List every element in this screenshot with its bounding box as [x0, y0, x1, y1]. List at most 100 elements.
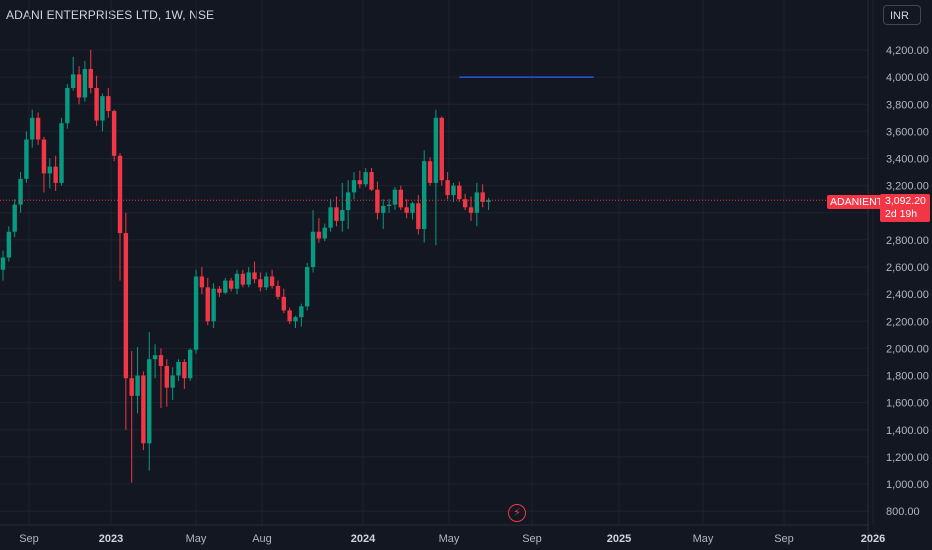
candle-body — [416, 203, 421, 230]
candle-body — [182, 361, 187, 379]
candle-body — [94, 87, 99, 121]
candle-body — [369, 172, 374, 190]
candle-body — [258, 279, 263, 288]
candle-body — [53, 166, 58, 183]
horizontal-line[interactable] — [0, 76, 868, 201]
candle-body — [474, 192, 480, 213]
candle-body — [246, 272, 251, 285]
chart-title: ADANI ENTERPRISES LTD, 1W, NSE — [6, 8, 215, 22]
candle-body — [100, 96, 105, 121]
candle-body — [340, 210, 345, 221]
candle-body — [275, 285, 281, 297]
candle-body — [345, 192, 351, 211]
candle-body — [41, 139, 47, 174]
price-tick-label: 2,800.00 — [886, 235, 929, 247]
candle-body — [123, 233, 129, 379]
time-tick-label: May — [439, 533, 460, 545]
time-tick-label: Aug — [252, 533, 272, 545]
candle-body — [305, 267, 310, 307]
candle-body — [106, 96, 111, 112]
price-tick-label: 2,200.00 — [886, 316, 929, 328]
candle-body — [141, 375, 146, 444]
candle-body — [357, 180, 363, 185]
candle-body — [422, 161, 427, 230]
candle-body — [193, 276, 199, 350]
candle-body — [111, 111, 117, 156]
candle-body — [462, 199, 468, 208]
candle-body — [35, 117, 41, 140]
candle-body — [88, 68, 93, 88]
price-tick-label: 3,800.00 — [886, 99, 929, 111]
candle-body — [117, 155, 123, 234]
candle-body — [351, 180, 357, 193]
candle-body — [269, 276, 275, 286]
candle-body — [287, 310, 292, 322]
candles — [0, 50, 491, 483]
candle-body — [205, 287, 210, 322]
time-tick-label: May — [693, 533, 714, 545]
currency-button[interactable]: INR — [883, 5, 921, 25]
candle-body — [164, 366, 169, 388]
candle-body — [147, 359, 152, 444]
candle-body — [18, 178, 23, 205]
time-tick-label: Sep — [774, 533, 794, 545]
candle-body — [375, 189, 380, 213]
candle-body — [451, 185, 456, 196]
candle-body — [176, 361, 181, 376]
candle-body — [264, 276, 269, 288]
candle-body — [328, 207, 333, 228]
time-tick-label: Sep — [19, 533, 39, 545]
candle-body — [188, 349, 193, 379]
last-price-ticker: ADANIENT — [827, 195, 887, 209]
candle-body — [152, 355, 158, 360]
time-scale[interactable]: Sep 2023 May Aug 2024 May Sep 2025 May Sep 2026 — [0, 524, 885, 545]
price-tick-label: 1,400.00 — [886, 425, 929, 437]
price-tick-label: 2,600.00 — [886, 262, 929, 274]
candle-body — [71, 74, 76, 88]
candle-body — [386, 204, 392, 206]
candle-body — [363, 172, 368, 185]
candle-body — [457, 185, 462, 200]
time-tick-label: 2023 — [99, 533, 123, 545]
candle-body — [322, 227, 327, 239]
price-tick-label: 4,000.00 — [886, 72, 929, 84]
candle-body — [59, 123, 64, 183]
price-scale[interactable]: 4,200.00 4,000.00 3,800.00 3,600.00 3,400.00… — [867, 0, 929, 550]
candle-body — [223, 280, 228, 293]
candle-body — [310, 231, 316, 267]
candle-body — [135, 375, 140, 396]
candle-body — [445, 180, 450, 196]
candle-body — [392, 189, 398, 205]
price-tick-label: 3,400.00 — [886, 154, 929, 166]
candle-body — [439, 117, 444, 181]
candle-body — [404, 207, 409, 213]
time-tick-label: 2024 — [351, 533, 376, 545]
candle-body — [228, 280, 234, 289]
candle-body — [234, 273, 240, 289]
price-tick-label: 1,200.00 — [886, 452, 929, 464]
price-tick-label: 1,600.00 — [886, 398, 929, 410]
price-tick-label: 3,600.00 — [886, 126, 929, 138]
candle-body — [468, 207, 474, 213]
candle-body — [158, 355, 164, 367]
candle-body — [170, 375, 175, 388]
candle-body — [30, 117, 35, 140]
price-tick-label: 1,000.00 — [886, 479, 929, 491]
candle-body — [316, 231, 322, 239]
last-price-value: 3,092.20 — [885, 195, 926, 207]
candle-body — [398, 189, 403, 208]
candle-body — [381, 205, 386, 213]
candle-body — [427, 161, 433, 183]
lightning-icon[interactable]: ⚡ — [508, 504, 526, 522]
candle-body — [293, 317, 298, 322]
price-tick-label: 4,200.00 — [886, 45, 929, 57]
bar-countdown: 2d 19h — [885, 208, 918, 220]
candle-body — [47, 166, 52, 174]
price-tick-label: 1,800.00 — [886, 371, 929, 383]
candle-body — [480, 192, 485, 202]
candle-body — [486, 200, 491, 202]
candle-body — [240, 273, 246, 285]
candle-body — [252, 272, 257, 280]
price-tick-label: 2,400.00 — [886, 289, 929, 301]
